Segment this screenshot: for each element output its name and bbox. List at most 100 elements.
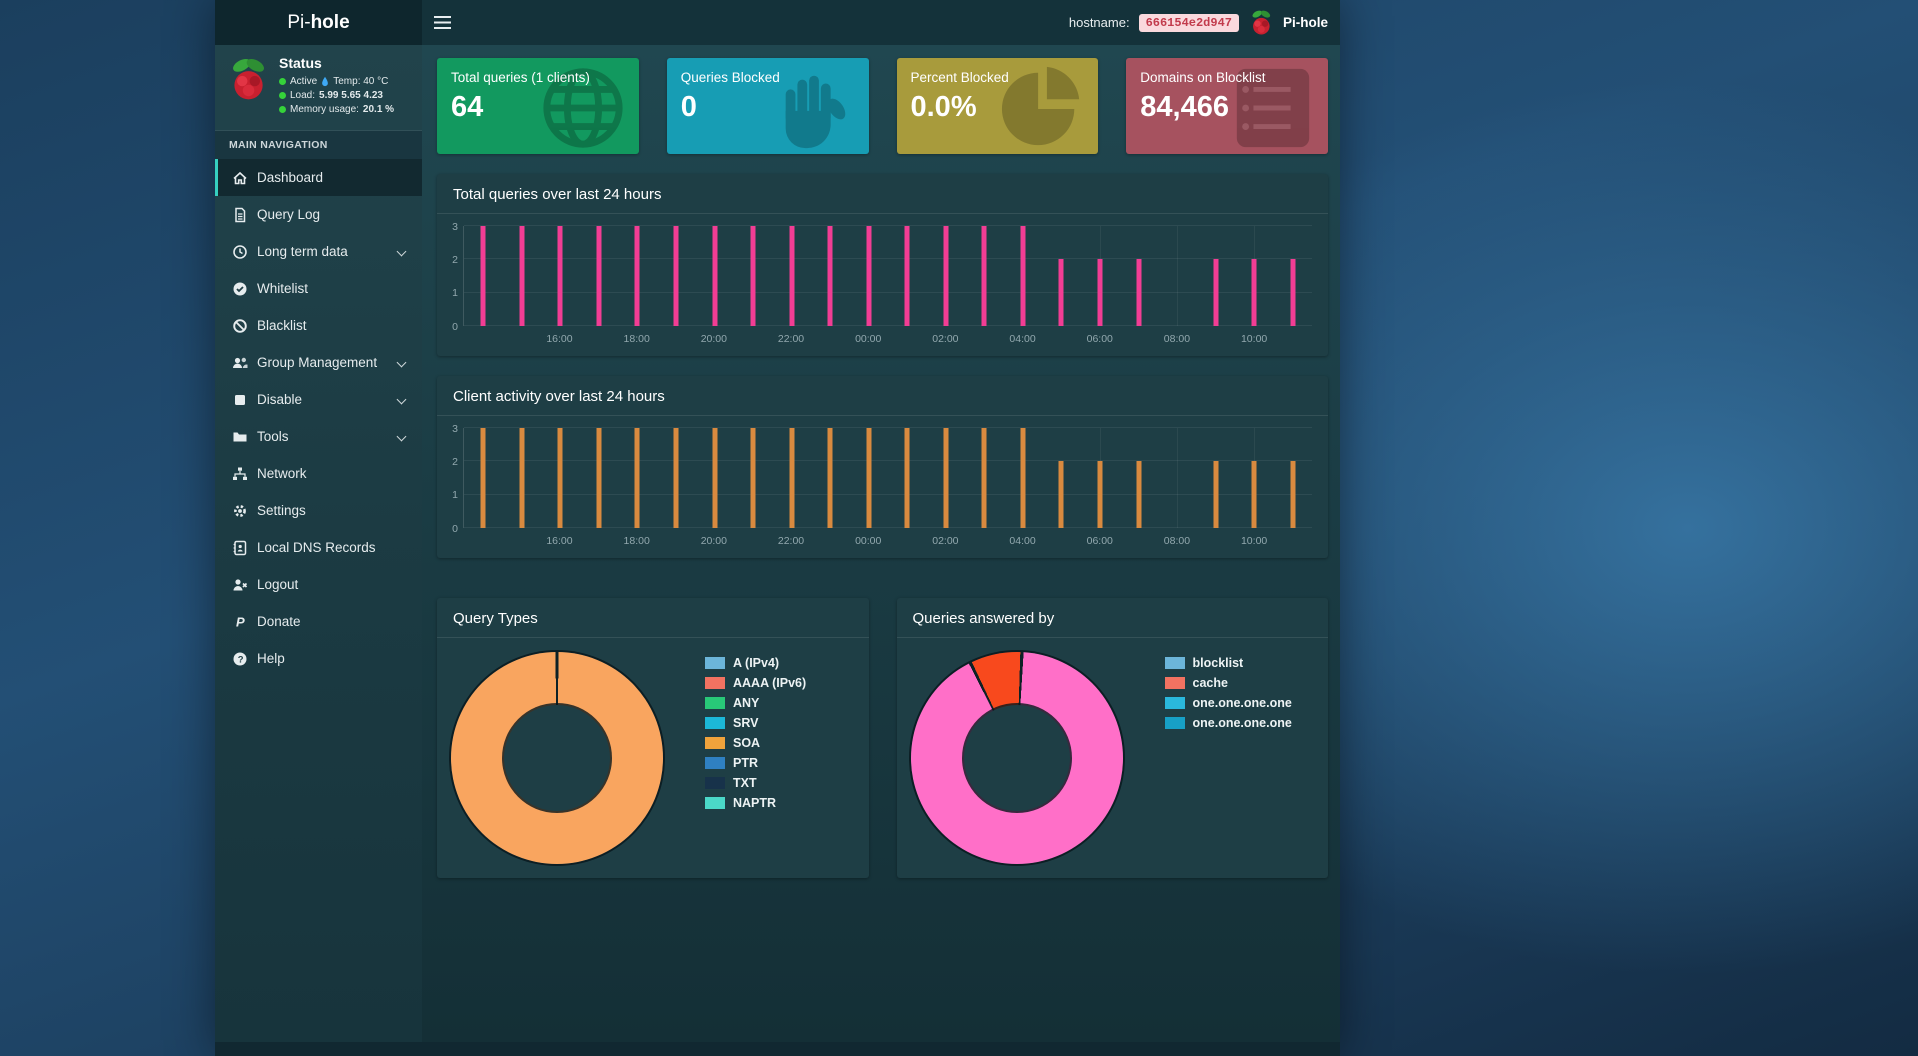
sidebar-item-tools[interactable]: Tools (215, 418, 422, 455)
query-bar[interactable] (904, 428, 910, 528)
gridline (464, 427, 1312, 428)
query-bar[interactable] (981, 226, 987, 326)
query-bar[interactable] (673, 226, 679, 326)
query-bar[interactable] (519, 428, 525, 528)
sidebar-item-network[interactable]: Network (215, 455, 422, 492)
query-bar[interactable] (789, 226, 795, 326)
client-activity-bar-plot[interactable] (463, 427, 1312, 528)
query-bar[interactable] (827, 226, 833, 326)
query-bar[interactable] (827, 428, 833, 528)
query-bar[interactable] (1136, 461, 1142, 528)
query-bar[interactable] (1213, 259, 1219, 326)
gridline (464, 527, 1312, 528)
query-bar[interactable] (634, 226, 640, 326)
query-bar[interactable] (943, 226, 949, 326)
brand-logo-link[interactable]: Pi-hole (215, 0, 422, 45)
sidebar-item-help[interactable]: ? Help (215, 640, 422, 677)
sidebar-item-label: Whitelist (257, 281, 309, 296)
legend-item[interactable]: one.one.one.one (1164, 696, 1292, 710)
plot-wrap: 16:00 18:00 20:00 22:00 00:00 02:00 04:00 06:00… (463, 427, 1312, 552)
query-bar[interactable] (557, 226, 563, 326)
legend-item[interactable]: SRV (705, 716, 806, 730)
y-tick-label: 3 (452, 422, 458, 435)
sidebar-item-blacklist[interactable]: Blacklist (215, 307, 422, 344)
chevron-down-icon (396, 431, 407, 442)
query-bar[interactable] (789, 428, 795, 528)
sidebar-toggle-hamburger-icon[interactable] (434, 16, 451, 29)
query-bar[interactable] (557, 428, 563, 528)
x-tick-label: 04:00 (1009, 333, 1036, 345)
query-bar[interactable] (1213, 461, 1219, 528)
sidebar-item-local-dns-records[interactable]: Local DNS Records (215, 529, 422, 566)
query-bar[interactable] (750, 428, 756, 528)
pie-chart-icon (1002, 66, 1080, 146)
legend-item[interactable]: ANY (705, 696, 806, 710)
query-bar[interactable] (1097, 461, 1103, 528)
sidebar-item-disable[interactable]: Disable (215, 381, 422, 418)
legend-item[interactable]: one.one.one.one (1164, 716, 1292, 730)
legend-item[interactable]: A (IPv4) (705, 656, 806, 670)
legend-item[interactable]: cache (1164, 676, 1292, 690)
query-bar[interactable] (1136, 259, 1142, 326)
queries-answered-by-doughnut-chart[interactable] (910, 652, 1123, 864)
query-bar[interactable] (480, 428, 486, 528)
query-bar[interactable] (1290, 461, 1296, 528)
query-bar[interactable] (596, 428, 602, 528)
query-bar[interactable] (712, 226, 718, 326)
legend-item[interactable]: NAPTR (705, 796, 806, 810)
query-bar[interactable] (1020, 226, 1026, 326)
query-bar[interactable] (904, 226, 910, 326)
query-types-doughnut-chart[interactable] (451, 652, 663, 864)
legend-item[interactable]: TXT (705, 776, 806, 790)
legend-item[interactable]: PTR (705, 756, 806, 770)
sidebar-item-logout[interactable]: Logout (215, 566, 422, 603)
question-circle-icon: ? (233, 652, 247, 665)
legend-item[interactable]: SOA (705, 736, 806, 750)
sidebar-item-label: Logout (257, 577, 299, 592)
query-bar[interactable] (943, 428, 949, 528)
query-bar[interactable] (634, 428, 640, 528)
query-bar[interactable] (712, 428, 718, 528)
query-bar[interactable] (1290, 259, 1296, 326)
sidebar-item-long-term-data[interactable]: Long term data (215, 233, 422, 270)
legend-label: one.one.one.one (1192, 696, 1292, 710)
query-bar[interactable] (1058, 259, 1064, 326)
sidebar-item-settings[interactable]: Settings (215, 492, 422, 529)
sidebar-item-label: Dashboard (257, 170, 324, 185)
query-bar[interactable] (1097, 259, 1103, 326)
status-load-label: Load: (290, 90, 316, 101)
svg-text:?: ? (238, 654, 244, 665)
query-bar[interactable] (750, 226, 756, 326)
query-bar[interactable] (480, 226, 486, 326)
query-bar[interactable] (981, 428, 987, 528)
query-bar[interactable] (866, 428, 872, 528)
query-bar[interactable] (596, 226, 602, 326)
total-queries-bar-plot[interactable] (463, 225, 1312, 326)
status-memory-label: Memory usage: (290, 104, 359, 115)
sidebar-item-dashboard[interactable]: Dashboard (215, 159, 422, 196)
sidebar-item-query-log[interactable]: Query Log (215, 196, 422, 233)
sidebar-item-whitelist[interactable]: Whitelist (215, 270, 422, 307)
query-bar[interactable] (1058, 461, 1064, 528)
query-bar[interactable] (519, 226, 525, 326)
card-value: 0.0% (910, 91, 977, 123)
card-value: 84,466 (1140, 91, 1229, 123)
query-bar[interactable] (673, 428, 679, 528)
query-types-body: A (IPv4) AAAA (IPv6) ANY SRV SOA PTR TXT… (437, 638, 869, 878)
x-tick-label: 10:00 (1240, 535, 1268, 547)
sidebar-item-group-management[interactable]: Group Management (215, 344, 422, 381)
sidebar-item-label: Local DNS Records (257, 540, 376, 555)
gridline (1177, 226, 1179, 326)
paypal-icon: P (236, 614, 245, 629)
query-bar[interactable] (1020, 428, 1026, 528)
query-bar[interactable] (1251, 461, 1257, 528)
query-bar[interactable] (866, 226, 872, 326)
query-bar[interactable] (1251, 259, 1257, 326)
legend-label: SOA (733, 736, 761, 750)
y-tick-label: 2 (452, 253, 458, 266)
legend-label: blocklist (1192, 656, 1244, 670)
legend-item[interactable]: blocklist (1164, 656, 1292, 670)
legend-item[interactable]: AAAA (IPv6) (705, 676, 806, 690)
svg-text:P: P (236, 614, 245, 629)
sidebar-item-donate[interactable]: P Donate (215, 603, 422, 640)
